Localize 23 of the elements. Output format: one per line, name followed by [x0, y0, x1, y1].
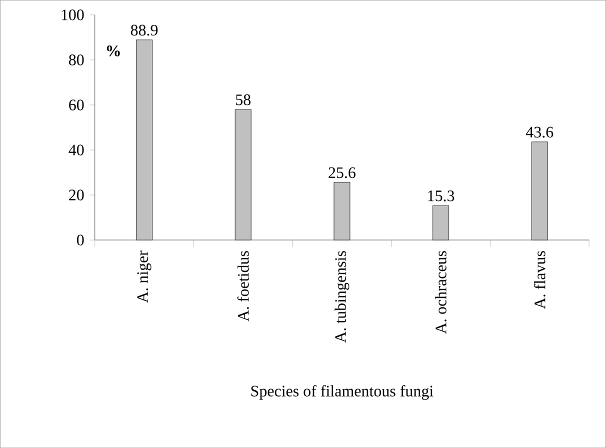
data-label: 43.6 — [526, 126, 554, 138]
y-tick-label: 40 — [68, 144, 84, 156]
data-label: 58 — [236, 94, 250, 106]
x-tick-label: A. foetidus — [237, 251, 249, 322]
y-tick-label: 60 — [69, 100, 84, 110]
y-tick-label: 0 — [76, 234, 84, 246]
bar — [531, 142, 548, 240]
y-tick-label: 80 — [68, 54, 84, 66]
x-tick-label: A. flavus — [534, 251, 546, 309]
data-label: 88.9 — [130, 24, 158, 36]
bar — [432, 205, 450, 240]
x-tick-label: A. tubingensis — [334, 251, 350, 343]
y-tick-label: 100 — [62, 9, 84, 20]
x-tick-label: A. niger — [137, 250, 152, 303]
y-tick-label: 20 — [69, 190, 84, 200]
bar — [334, 182, 350, 240]
x-tick-label: A. ochraceus — [435, 251, 446, 334]
y-axis-title: % — [106, 45, 120, 56]
data-label: 15.3 — [428, 190, 454, 202]
bar — [234, 109, 252, 240]
bar — [136, 40, 153, 240]
x-axis-title: Species of filamentous fungi — [251, 385, 434, 400]
data-label: 25.6 — [328, 167, 356, 178]
